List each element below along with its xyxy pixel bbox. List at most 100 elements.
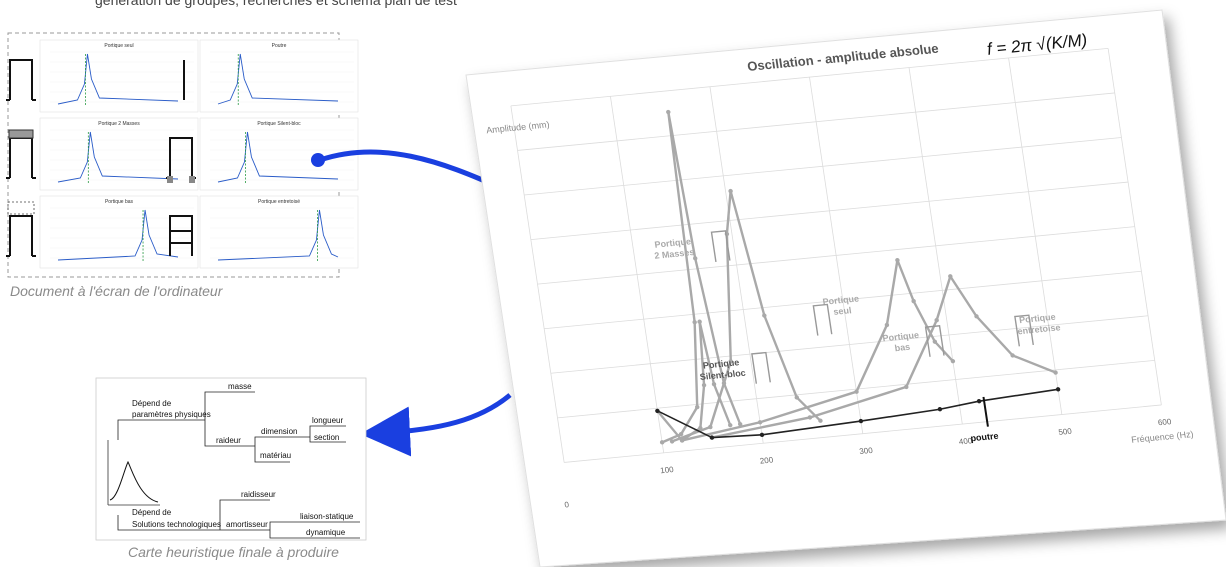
series-point (884, 322, 890, 328)
mindmap: Dépend de paramètres physiques masse rai… (95, 377, 367, 541)
series-point (669, 439, 675, 444)
mini-panel-title: Portique seul (104, 43, 133, 49)
chart-sheet (465, 9, 1226, 567)
mm-branch2-l1: Dépend de (132, 508, 172, 517)
mm-raideur: raideur (216, 436, 241, 445)
mini-panel-title: Portique Silent-bloc (257, 121, 301, 127)
mm-materiau: matériau (260, 451, 291, 460)
poutre-icon (982, 396, 989, 427)
series-point (692, 256, 698, 261)
series-point (728, 188, 733, 194)
structure-icons (710, 230, 1034, 427)
mm-masse: masse (228, 382, 252, 391)
series-point (762, 313, 767, 318)
series-point (697, 319, 702, 324)
series-point (974, 314, 979, 319)
series-point (818, 418, 823, 423)
mini-panel-title: Portique bas (105, 199, 134, 205)
mini-resonance-curve (57, 209, 179, 261)
series-label-psilent: Silent-bloc (699, 368, 746, 382)
big-chart-grid (510, 47, 1162, 463)
series-point (655, 408, 660, 414)
x-tick-label: 500 (1058, 427, 1073, 437)
mini-panel: Portique Silent-bloc (199, 117, 359, 191)
series-line (671, 189, 822, 443)
series-point (937, 407, 943, 412)
series-point (854, 389, 859, 394)
series-point (728, 422, 733, 428)
series-label-pent: entretoise (1017, 322, 1061, 336)
x-tick-label: 600 (1157, 417, 1172, 427)
mm-branch1-l1: Dépend de (132, 399, 172, 408)
mini-resonance-curve (217, 53, 339, 105)
series-point (709, 435, 715, 440)
series-point (1055, 387, 1061, 392)
series-line (711, 275, 1056, 439)
mini-panel-title: Portique 2 Masses (98, 121, 140, 127)
mm-dimension: dimension (261, 427, 297, 436)
series-point (950, 358, 956, 364)
series-label-pbas: Portique (882, 330, 920, 343)
mm-section: section (314, 433, 339, 442)
mm-raidisseur: raidisseur (241, 490, 276, 499)
portique-icon (751, 351, 771, 384)
screen-caption: Document à l'écran de l'ordinateur (10, 283, 223, 299)
big-chart-series (655, 109, 1061, 445)
mini-panel: Poutre (199, 39, 359, 113)
mm-branch1-l2: paramètres physiques (132, 410, 211, 419)
series-point (695, 404, 700, 410)
structure-icon (6, 59, 36, 101)
series-point (895, 257, 900, 263)
big-chart-xticks: 0 100 200 300 400 500 600 (564, 417, 1173, 510)
series-label-pbas: bas (894, 342, 911, 353)
structure-icon (169, 215, 193, 256)
series-point (737, 422, 743, 427)
series-point (932, 339, 938, 344)
x-tick-label: 0 (564, 500, 570, 509)
mini-panel-title: Portique entretoisé (258, 199, 300, 205)
series-point (807, 415, 813, 420)
screen-document: Portique seul Poutre Portique 2 Masses Port… (6, 32, 359, 278)
mm-branch2-l2: Solutions technologiques (132, 520, 221, 529)
structure-icon (6, 129, 36, 179)
x-tick-label: 200 (759, 455, 774, 465)
mm-longueur: longueur (312, 416, 343, 425)
series-point (1010, 353, 1015, 358)
series-label-poutre: poutre (970, 431, 999, 444)
series-point (759, 432, 765, 438)
series-label-p2m: Portique (654, 236, 692, 249)
mm-dynamique: dynamique (306, 528, 346, 537)
mm-liaison: liaison-statique (300, 512, 354, 521)
structure-icon (166, 137, 196, 183)
series-label-pseul: seul (833, 305, 852, 317)
mini-resonance-curve (217, 209, 339, 261)
connector-arrow-bottom (360, 393, 512, 457)
mini-panel: Portique entretoisé (199, 195, 359, 269)
series-point (679, 438, 685, 443)
mini-panel: Portique 2 Masses (39, 117, 199, 191)
series-point (659, 440, 665, 445)
series-point (678, 431, 684, 437)
series-point (698, 425, 703, 431)
series-point (728, 359, 734, 364)
connector-dot (311, 153, 325, 167)
series-point (904, 384, 909, 390)
series-point (757, 420, 763, 425)
series-point (692, 320, 697, 325)
series-point (911, 298, 916, 304)
series-point (701, 382, 707, 388)
series-point (976, 399, 982, 404)
series-label-psilent: Portique (702, 357, 740, 370)
portique-icon (710, 230, 731, 263)
structure-icon (6, 201, 36, 257)
mini-resonance-curve (57, 53, 179, 105)
mm-amortisseur: amortisseur (226, 520, 268, 529)
mini-resonance-curve (217, 131, 339, 183)
series-point (948, 274, 953, 279)
series-point (666, 109, 671, 115)
mini-panel-title: Poutre (272, 43, 287, 49)
series-line (661, 110, 742, 444)
series-point (711, 381, 717, 387)
series-point (1053, 370, 1058, 375)
